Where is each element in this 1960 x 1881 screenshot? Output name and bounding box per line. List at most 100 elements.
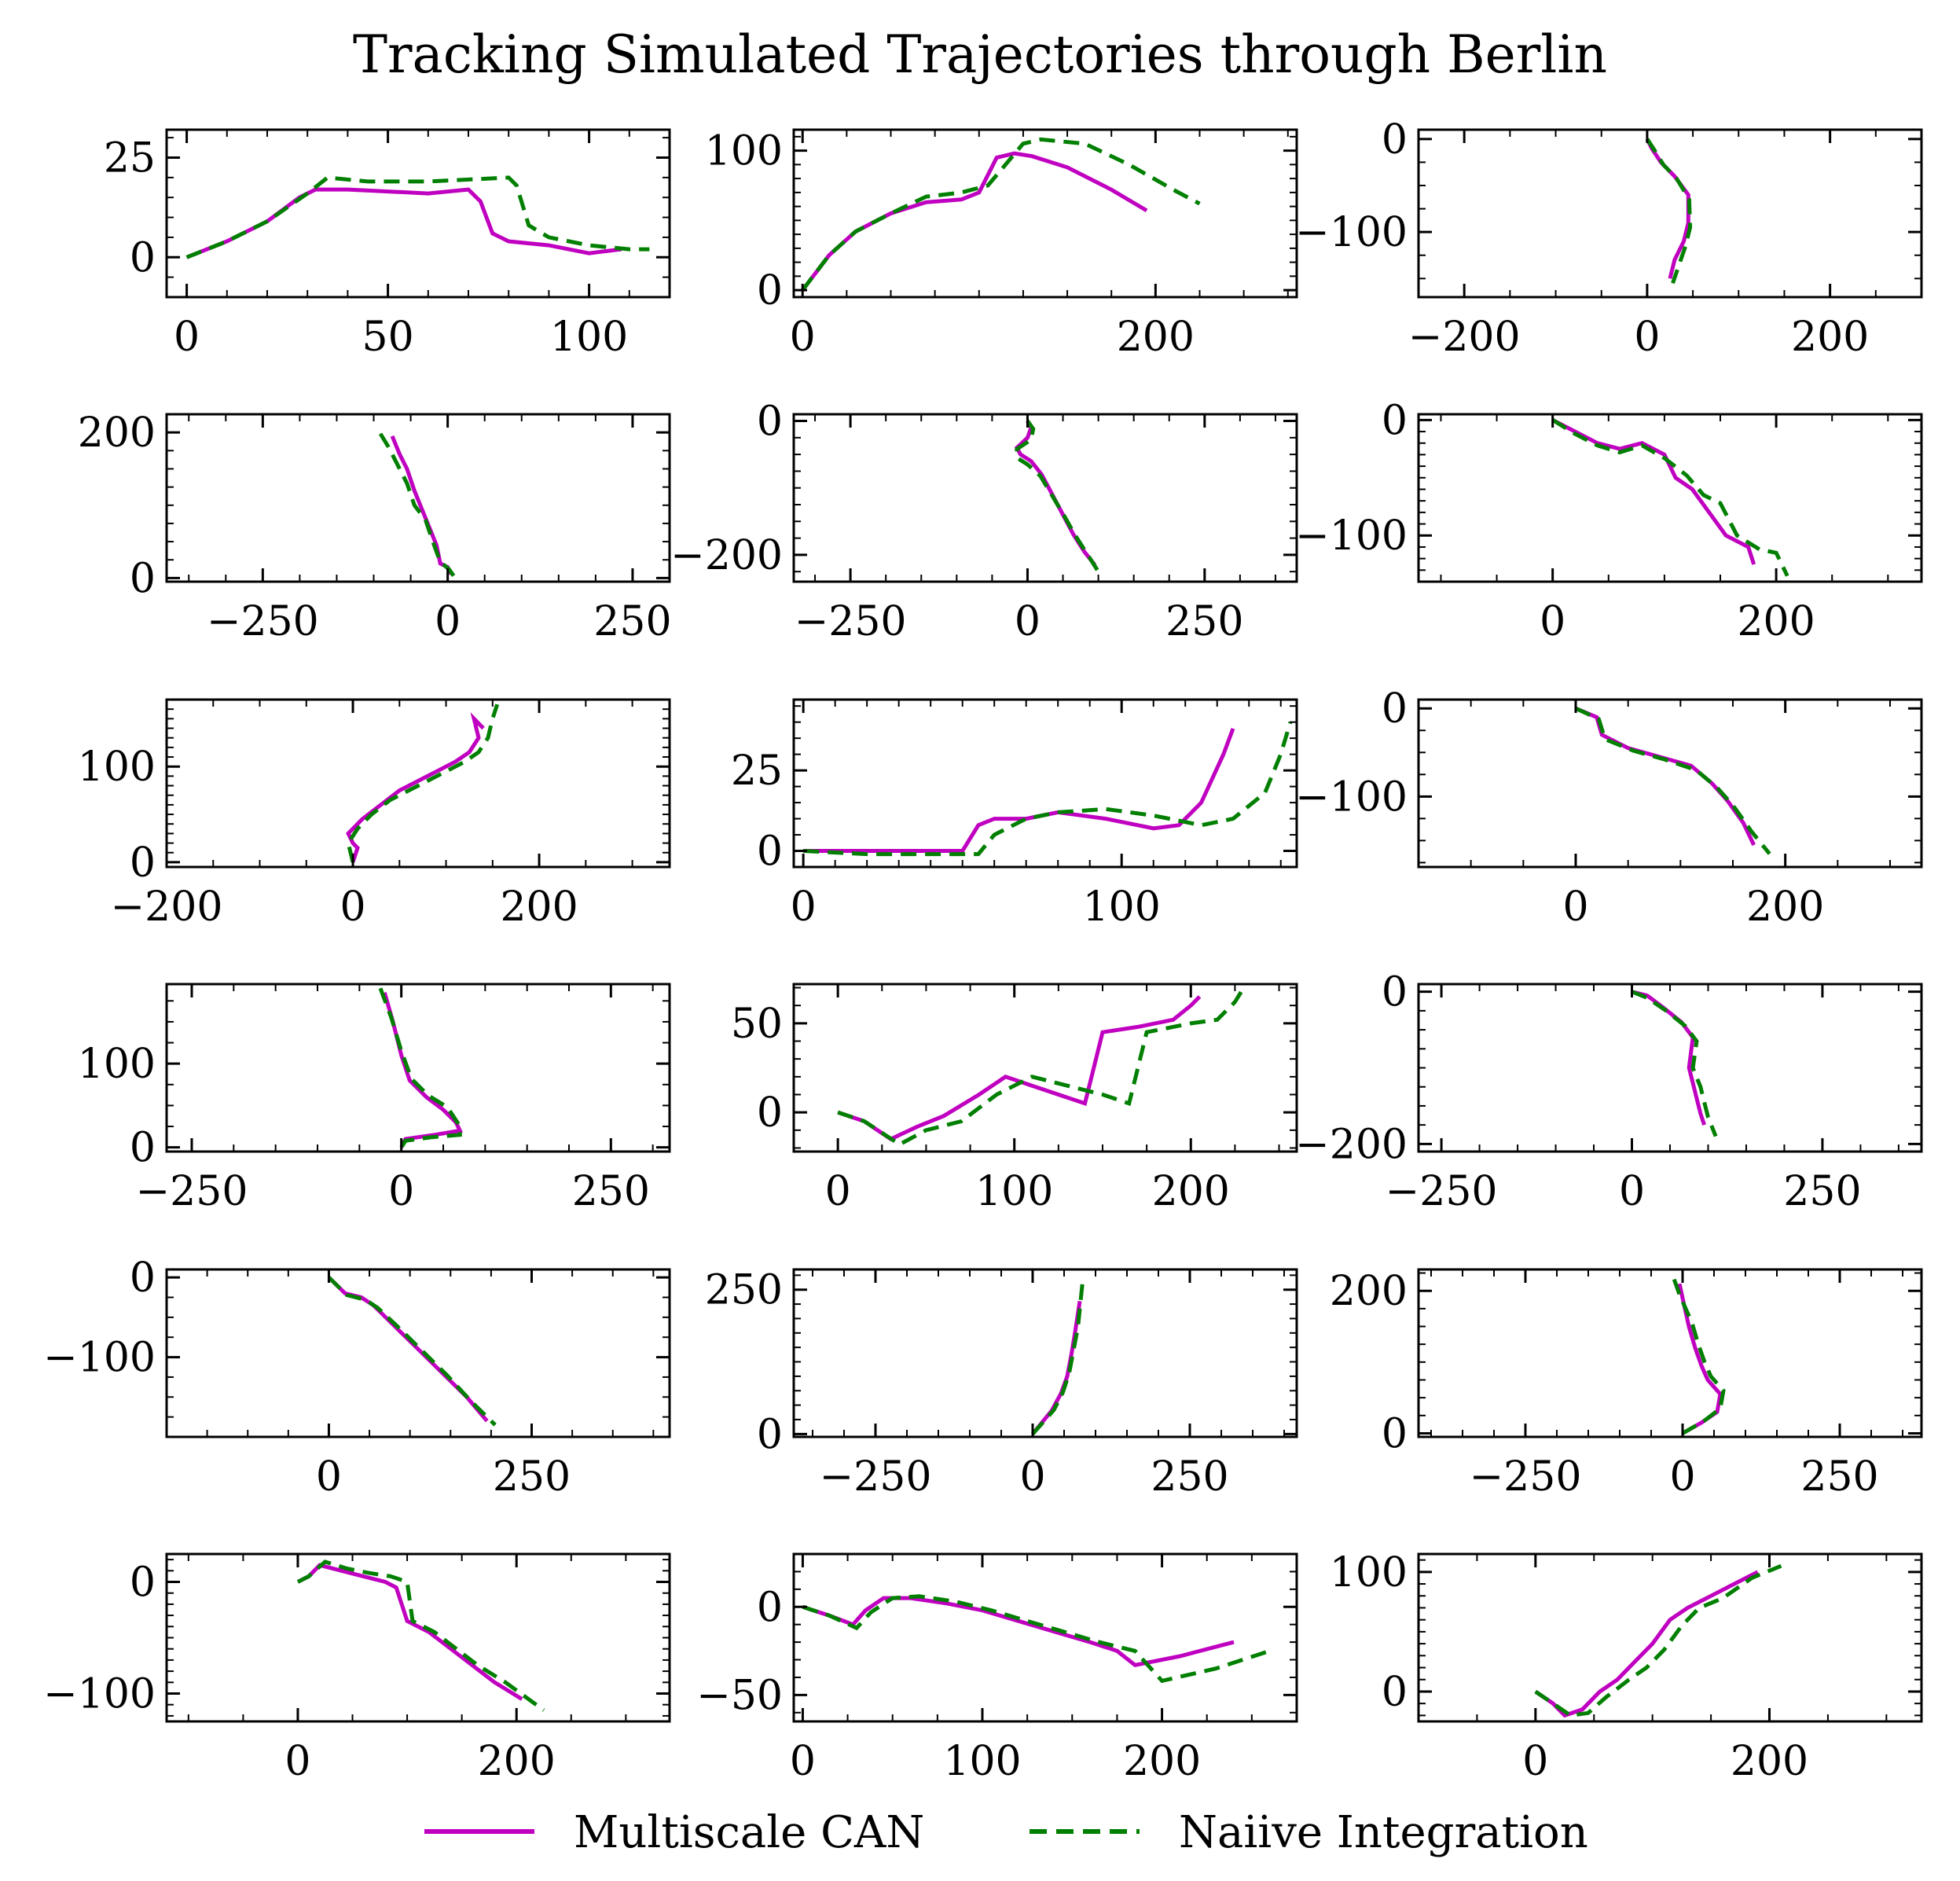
x-tick-label: 0 (1669, 1453, 1695, 1501)
x-tick-label: 0 (1540, 598, 1565, 645)
x-tick-label: −250 (795, 598, 907, 645)
y-tick-label: 0 (130, 839, 156, 887)
series-multiscale-can-3 (1645, 138, 1690, 279)
x-tick-label: 100 (975, 1168, 1053, 1215)
x-tick-label: 0 (1634, 314, 1660, 361)
y-tick-label: 0 (757, 1584, 783, 1631)
x-tick-label: 200 (1152, 1168, 1230, 1215)
axes-frame (792, 1268, 1298, 1438)
y-tick-label: 0 (130, 1560, 156, 1607)
y-tick-label: 0 (130, 234, 156, 281)
axes-frame (792, 413, 1298, 583)
y-tick-label: 200 (1330, 1268, 1408, 1315)
subplot-14: −250 0 250 0 250 (705, 1267, 1298, 1501)
x-tick-label: 250 (1783, 1168, 1861, 1215)
series-naiive-integration-16 (296, 1560, 545, 1712)
y-tick-label: −100 (1295, 773, 1408, 821)
figure-title: Tracking Simulated Trajectories through … (353, 24, 1607, 85)
axes-frame (1417, 983, 1923, 1153)
series-multiscale-can-2 (801, 151, 1148, 292)
axes-frame (792, 1552, 1298, 1723)
x-tick-label: 250 (1800, 1453, 1878, 1501)
subplot-17: 0 100 200−500 (696, 1552, 1298, 1785)
subplot-18: 0 200 0 100 (1330, 1549, 1923, 1785)
y-tick-label: 200 (78, 410, 156, 457)
y-tick-label: 0 (1382, 1410, 1408, 1457)
x-tick-label: −250 (207, 598, 319, 645)
y-tick-label: −100 (43, 1671, 156, 1718)
x-tick-label: 250 (572, 1168, 650, 1215)
axes-frame (165, 413, 671, 583)
y-tick-label: 250 (705, 1267, 783, 1314)
x-tick-label: 200 (1731, 1738, 1808, 1785)
x-tick-label: 0 (1019, 1453, 1045, 1501)
legend-label-naiive-integration: Naiive Integration (1179, 1807, 1588, 1858)
series-naiive-integration-14 (1031, 1277, 1085, 1435)
x-tick-label: 200 (478, 1738, 556, 1785)
axes-frame (792, 983, 1298, 1153)
x-tick-label: 0 (388, 1168, 414, 1215)
series-naiive-integration-18 (1534, 1563, 1782, 1718)
series-naiive-integration-5 (1015, 420, 1100, 573)
series-naiive-integration-13 (327, 1276, 497, 1427)
series-multiscale-can-1 (185, 187, 622, 259)
x-tick-label: 0 (340, 884, 365, 931)
x-tick-label: 200 (1117, 314, 1195, 361)
series-naiive-integration-15 (1671, 1276, 1726, 1435)
axes-frame (165, 983, 671, 1153)
x-tick-label: 100 (550, 314, 628, 361)
subplot-12: −250 0 250 −200 0 (1295, 969, 1923, 1215)
y-tick-label: 100 (78, 744, 156, 791)
series-multiscale-can-11 (837, 995, 1202, 1141)
y-tick-label: 0 (1382, 397, 1408, 444)
x-tick-label: 0 (825, 1168, 851, 1215)
subplot-3: −200 0 200 −100 0 (1295, 116, 1923, 361)
y-tick-label: −50 (696, 1672, 783, 1719)
axes-frame (1417, 1552, 1923, 1723)
y-tick-label: 0 (757, 267, 783, 314)
x-tick-label: 250 (1151, 1453, 1228, 1501)
series-naiive-integration-9 (1574, 706, 1771, 855)
series-multiscale-can-7 (346, 712, 485, 863)
x-tick-label: 0 (791, 884, 817, 931)
x-tick-label: −250 (820, 1453, 932, 1501)
x-tick-label: 0 (1522, 1738, 1548, 1785)
x-tick-label: 200 (1123, 1738, 1201, 1785)
y-tick-label: 0 (1382, 1669, 1408, 1716)
subplot-15: −250 0 250 0 200 (1330, 1268, 1923, 1501)
x-tick-label: −200 (111, 884, 223, 931)
series-multiscale-can-14 (1031, 1301, 1082, 1435)
axes-frame (165, 128, 671, 299)
y-tick-label: 0 (757, 828, 783, 876)
series-multiscale-can-18 (1534, 1570, 1759, 1718)
y-tick-label: 0 (757, 1411, 783, 1458)
y-tick-label: 0 (1382, 685, 1408, 733)
y-tick-label: −200 (670, 532, 783, 579)
series-naiive-integration-10 (378, 987, 462, 1149)
x-tick-label: −250 (1386, 1168, 1498, 1215)
series-multiscale-can-16 (296, 1563, 523, 1701)
x-tick-label: 0 (1015, 598, 1041, 645)
x-tick-label: −250 (1470, 1453, 1582, 1501)
y-tick-label: −100 (43, 1335, 156, 1382)
x-tick-label: 200 (1737, 598, 1815, 645)
x-tick-label: 50 (362, 314, 414, 361)
series-naiive-integration-4 (376, 428, 456, 578)
x-tick-label: 250 (593, 598, 671, 645)
axes-frame (792, 128, 1298, 299)
y-tick-label: 0 (1382, 969, 1408, 1016)
axes-frame (1417, 128, 1923, 299)
series-multiscale-can-6 (1551, 418, 1756, 565)
subplot-2: 0 200 0 100 (705, 128, 1298, 361)
axes-frame (1417, 1268, 1923, 1438)
subplot-4: −250 0 250 0 200 (78, 410, 672, 645)
subplot-9: 0 200 −100 0 (1295, 685, 1923, 931)
x-tick-label: 250 (493, 1453, 571, 1501)
subplot-6: 0 200 −100 0 (1295, 397, 1923, 645)
series-naiive-integration-1 (185, 175, 650, 259)
axes-frame (1417, 413, 1923, 583)
